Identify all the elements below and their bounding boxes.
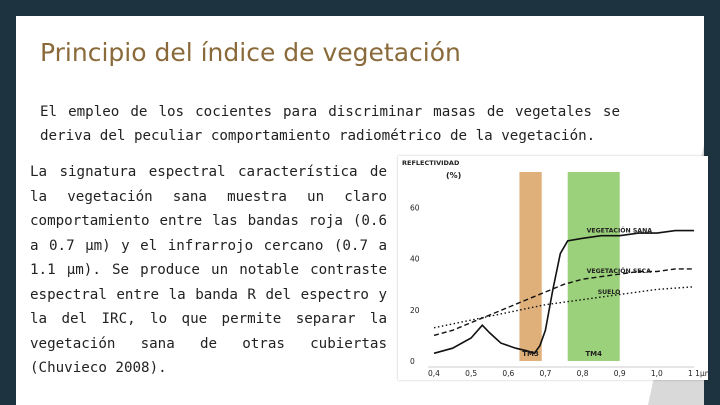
series-label-2: SUELO [598, 289, 621, 296]
band-tm3 [519, 172, 542, 361]
body-paragraph: La signatura espectral característica de… [30, 164, 387, 376]
x-tick-label: 0,5 [465, 369, 477, 378]
x-tick-label: 0,4 [428, 369, 440, 378]
bands-layer: TM3 TM4 [519, 172, 620, 361]
band-label-tm3: TM3 [522, 350, 539, 358]
labels-layer: VEGETACIÓN SANA VEGETACIÓN SECA SUELO [587, 225, 653, 296]
x-tick-label: 1,0 [651, 369, 663, 378]
x-tick-label: 1 1 [688, 369, 700, 378]
band-label-tm4: TM4 [585, 350, 602, 358]
series-line-2 [433, 286, 695, 329]
x-tick-label: 0,9 [614, 369, 626, 378]
series-label-1: VEGETACIÓN SECA [587, 266, 652, 275]
y-tick-label: 20 [410, 306, 420, 315]
chart-svg: REFLECTIVIDAD (%) TM3 TM4 0 20 40 60 0,4 0,5 0,… [402, 159, 712, 378]
y-tick-label: 40 [410, 255, 420, 264]
x-tick-label: 0,7 [539, 369, 551, 378]
axes-layer: 0 20 40 60 0,4 0,5 0,6 0,7 0,8 0,9 1,0 1 1µm [410, 204, 712, 378]
y-tick-label: 60 [410, 204, 420, 213]
series-layer [433, 229, 695, 355]
x-tick-label: 0,6 [502, 369, 514, 378]
intro-paragraph: El empleo de los cocientes para discrimi… [40, 104, 620, 144]
band-tm4 [567, 172, 620, 361]
series-label-0: VEGETACIÓN SANA [587, 225, 653, 234]
y-axis-unit: (%) [446, 171, 461, 180]
series-line-0 [433, 229, 694, 355]
slide-title: Principio del índice de vegetación [40, 38, 461, 67]
x-tick-label: 0,8 [577, 369, 589, 378]
y-tick-label: 0 [410, 357, 415, 366]
x-unit-label: µm [700, 369, 708, 378]
slide: Principio del índice de vegetación El em… [16, 16, 712, 405]
y-axis-label: REFLECTIVIDAD [402, 159, 460, 167]
spectral-chart: REFLECTIVIDAD (%) TM3 TM4 0 20 40 60 0,4 0,5 0,… [398, 156, 712, 380]
series-line-1 [433, 268, 694, 337]
